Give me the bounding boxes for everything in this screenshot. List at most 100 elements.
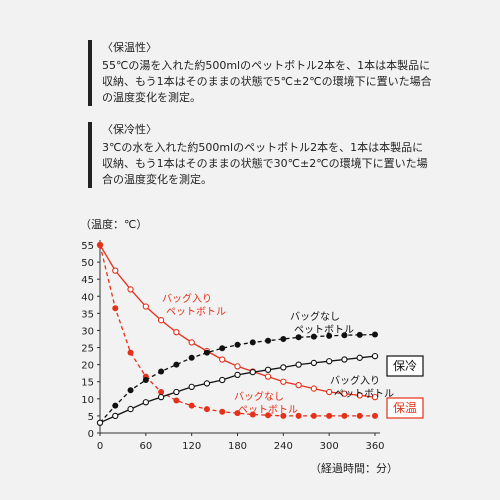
data-point — [142, 303, 149, 310]
series-label: バッグ入り — [330, 374, 380, 387]
series-cold-with-bag — [96, 352, 379, 426]
data-point — [158, 368, 165, 375]
data-point — [295, 412, 302, 419]
y-tick-label: 35 — [81, 309, 94, 320]
data-point — [326, 412, 333, 419]
data-point — [371, 393, 379, 401]
data-point — [356, 354, 363, 361]
series-cold-without-bag — [97, 331, 378, 426]
y-tick-label: 0 — [88, 429, 94, 440]
data-point — [234, 341, 241, 348]
data-point — [280, 378, 287, 385]
data-point — [219, 356, 226, 363]
data-point — [203, 349, 210, 356]
y-tick-label: 50 — [81, 258, 94, 269]
data-point — [249, 369, 256, 376]
y-axis-label: （温度：℃） — [80, 217, 147, 231]
data-point — [127, 405, 134, 413]
data-point — [341, 390, 348, 397]
y-tick-label: 20 — [81, 361, 94, 372]
data-point — [112, 305, 119, 312]
badge-label: 保冷 — [393, 359, 417, 373]
data-point — [264, 373, 272, 380]
data-point — [371, 352, 379, 360]
y-tick-label: 30 — [81, 326, 94, 337]
data-point — [188, 383, 195, 391]
data-point — [219, 345, 226, 352]
data-point — [295, 334, 302, 341]
keep-warm-badge: 保温 — [386, 397, 424, 419]
data-point — [310, 359, 318, 367]
series-label: ペットボトル — [334, 388, 394, 400]
data-point — [203, 380, 211, 387]
data-point — [326, 332, 333, 339]
y-tick-label: 10 — [81, 395, 94, 406]
data-point — [188, 354, 195, 361]
data-point — [173, 397, 180, 404]
y-tick-label: 25 — [81, 344, 94, 355]
keep-cold-text: 3℃の水を入れた約500mlのペットボトル2本を、1本は本製品に収納、もう1本は… — [102, 141, 428, 186]
series-label: バッグなし — [234, 390, 284, 403]
data-point — [326, 388, 333, 396]
data-point — [264, 366, 272, 373]
data-point — [234, 363, 241, 370]
badge-box — [386, 397, 424, 419]
keep-warm-note: 〈保温性〉 55℃の湯を入れた約500mlのペットボトル2本を、1本は本製品に収… — [88, 40, 432, 106]
data-point — [188, 339, 195, 346]
data-point — [112, 402, 119, 409]
data-point — [249, 339, 256, 346]
data-point — [310, 333, 317, 340]
data-point — [142, 399, 149, 406]
data-point — [127, 349, 134, 356]
x-tick-label: 0 — [97, 441, 103, 452]
series-label: バッグ入り — [162, 292, 212, 305]
data-point — [173, 361, 180, 368]
x-tick-label: 120 — [182, 441, 201, 452]
x-tick-label: 60 — [139, 441, 152, 452]
keep-cold-note: 〈保冷性〉 3℃の水を入れた約500mlのペットボトル2本を、1本は本製品に収納… — [88, 122, 432, 188]
data-point — [173, 329, 180, 336]
data-point — [372, 331, 378, 338]
x-tick-label: 300 — [320, 441, 339, 452]
data-point — [158, 388, 165, 395]
badge-label: 保温 — [393, 401, 417, 415]
keep-warm-title: 〈保温性〉 — [102, 41, 157, 54]
data-point — [280, 336, 287, 342]
keep-cold-badge: 保冷 — [386, 355, 424, 377]
data-point — [127, 387, 134, 394]
data-point — [341, 412, 348, 419]
series-label: ペットボトル — [238, 404, 298, 416]
data-point — [265, 337, 272, 344]
badge-box — [386, 355, 424, 377]
data-point — [310, 412, 317, 419]
data-point — [112, 412, 119, 420]
data-point — [356, 392, 363, 399]
data-point — [157, 317, 165, 324]
data-point — [234, 371, 241, 379]
data-point — [341, 332, 348, 339]
data-point — [356, 412, 363, 419]
x-tick-label: 360 — [365, 441, 384, 452]
data-point — [280, 412, 287, 419]
keep-warm-text: 55℃の湯を入れた約500mlのペットボトル2本を、1本は本製品に収納、もう1本… — [102, 59, 432, 104]
data-point — [173, 388, 180, 396]
y-tick-label: 15 — [81, 378, 94, 389]
data-point — [203, 406, 210, 413]
data-point — [234, 410, 241, 417]
series-label: ペットボトル — [166, 306, 226, 318]
series-warm-without-bag — [97, 242, 378, 419]
x-tick-label: 180 — [228, 441, 247, 452]
data-point — [97, 242, 103, 248]
data-point — [96, 419, 104, 426]
series-label: ペットボトル — [294, 324, 354, 336]
data-point — [310, 385, 318, 392]
data-point — [127, 286, 134, 293]
data-point — [356, 331, 363, 338]
data-point — [219, 408, 226, 415]
data-point — [372, 412, 378, 419]
y-tick-label: 40 — [81, 292, 94, 303]
data-point — [326, 358, 333, 365]
data-point — [295, 361, 302, 368]
data-point — [265, 412, 272, 419]
